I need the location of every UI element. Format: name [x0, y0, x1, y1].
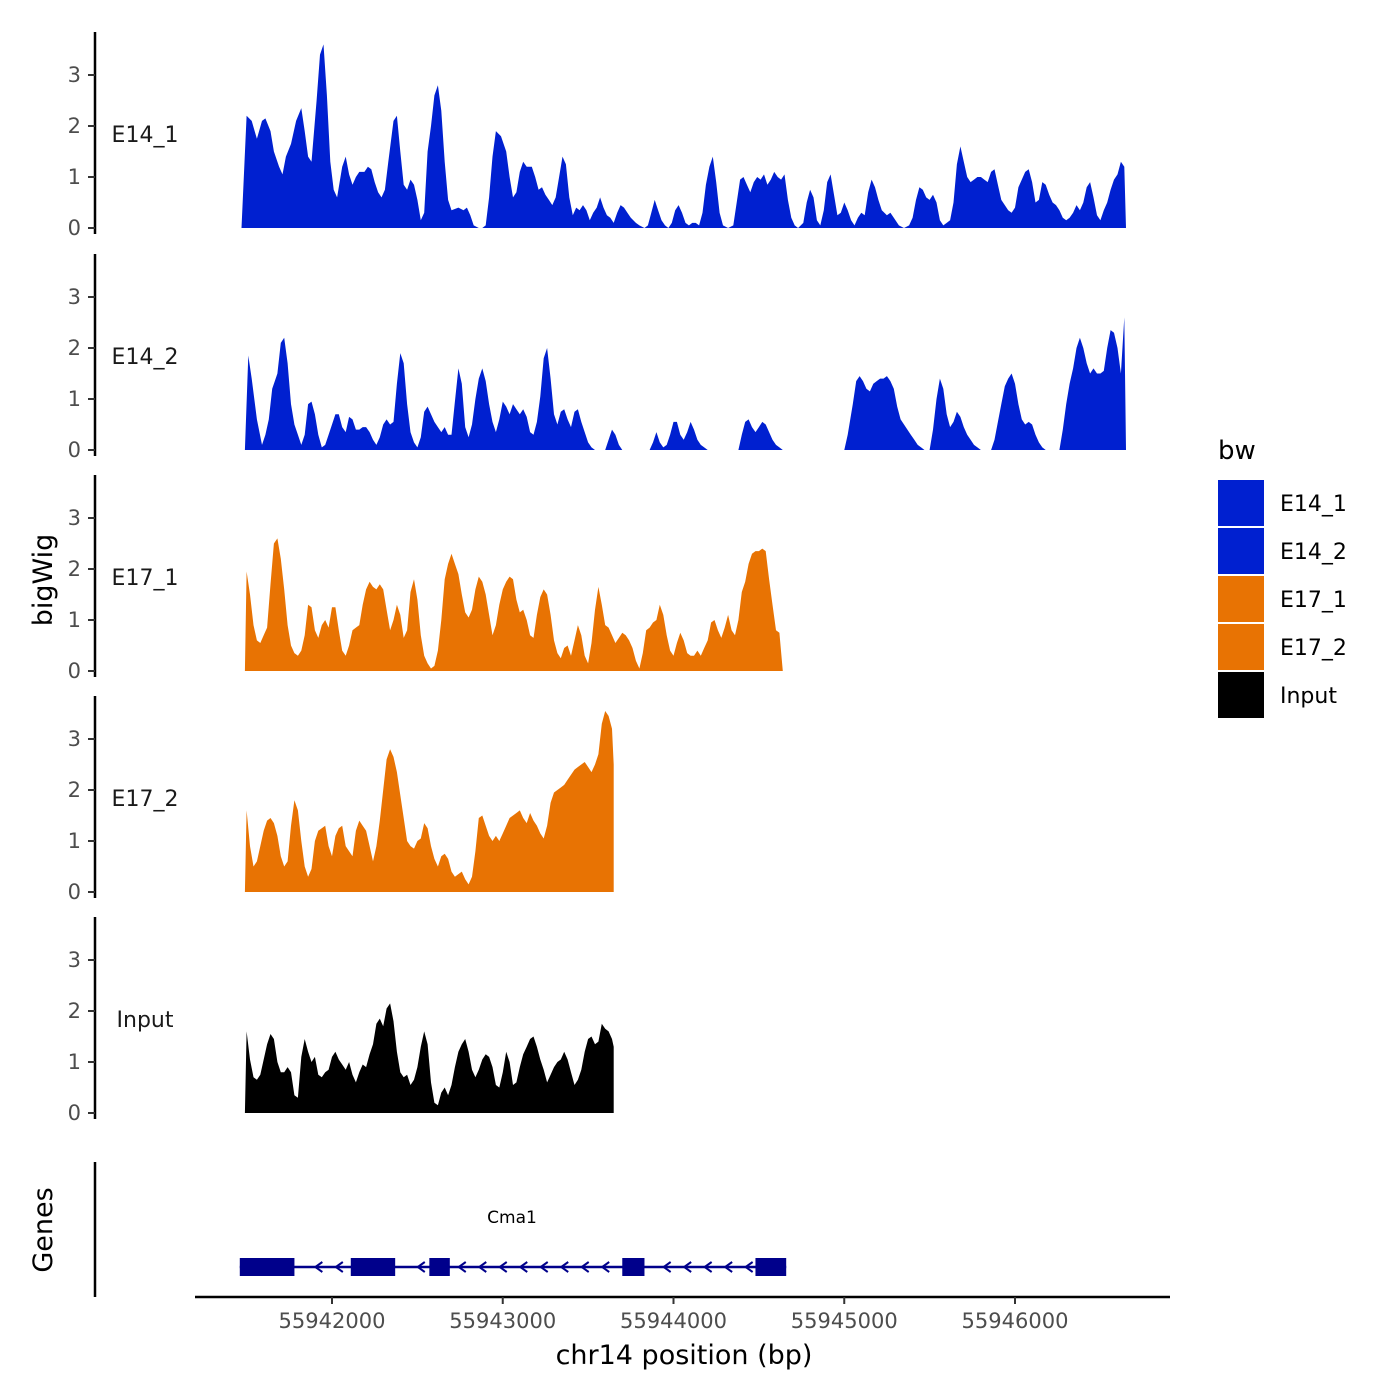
y-tick-label: 3 [68, 63, 81, 87]
legend-swatch [1218, 528, 1264, 574]
y-tick-label: 2 [68, 336, 81, 360]
coverage-area-e14-1 [241, 44, 1126, 229]
y-tick-label: 2 [68, 778, 81, 802]
legend-label: E14_1 [1280, 492, 1347, 517]
track-e17-1: 0 1 2 3 E17_1 [68, 475, 783, 683]
y-tick-label: 1 [68, 608, 81, 632]
legend-entry: E14_1 [1218, 480, 1347, 526]
legend: bw E14_1 E14_2 E17_1 E17_2 Input [1218, 436, 1347, 718]
x-axis: 55942000 55943000 55944000 55945000 55946000 [195, 1295, 1170, 1333]
coverage-area-e14-2 [244, 317, 1126, 450]
legend-label: Input [1280, 684, 1337, 709]
x-tick-label: 55945000 [791, 1309, 898, 1333]
y-tick-label: 1 [68, 1050, 81, 1074]
strand-arrow [334, 1261, 344, 1273]
x-axis-title: chr14 position (bp) [556, 1340, 813, 1371]
y-tick-label: 2 [68, 557, 81, 581]
strand-arrow [723, 1261, 733, 1273]
x-tick-label: 55944000 [620, 1309, 727, 1333]
y-tick-label: 3 [68, 948, 81, 972]
strand-arrow [477, 1261, 487, 1273]
y-axis-title: bigWig [28, 534, 59, 627]
track-e14-1: 0 1 2 3 E14_1 [68, 32, 1126, 240]
strand-arrow [498, 1261, 508, 1273]
strand-arrow [457, 1261, 467, 1273]
y-tick-label: 0 [68, 659, 81, 683]
y-tick-label: 0 [68, 1101, 81, 1125]
y-tick-label: 1 [68, 387, 81, 411]
coverage-area-e17-1 [244, 538, 783, 671]
coverage-area-e17-2 [244, 711, 614, 892]
gene-name-label: Cma1 [487, 1208, 537, 1228]
y-tick-label: 3 [68, 506, 81, 530]
legend-entry: Input [1218, 672, 1337, 718]
gene-exon [239, 1258, 295, 1276]
gene-exon [622, 1258, 645, 1276]
strand-arrow [539, 1261, 549, 1273]
x-tick-label: 55946000 [962, 1309, 1069, 1333]
y-tick-label: 0 [68, 880, 81, 904]
track-label: E14_2 [112, 345, 179, 370]
gene-exon [350, 1258, 396, 1276]
strand-arrow [579, 1261, 590, 1273]
legend-swatch [1218, 624, 1264, 670]
track-label: E14_1 [112, 123, 179, 148]
strand-arrow [313, 1261, 323, 1273]
y-tick-label: 0 [68, 438, 81, 462]
legend-entry: E17_1 [1218, 576, 1347, 622]
coverage-area-input [244, 1003, 614, 1113]
gene-track: Cma1 [93, 1162, 787, 1297]
legend-swatch [1218, 672, 1264, 718]
track-e17-2: 0 1 2 3 E17_2 [68, 696, 614, 904]
legend-label: E17_1 [1280, 588, 1347, 613]
gene-exon [755, 1258, 787, 1276]
legend-swatch [1218, 576, 1264, 622]
track-e14-2: 0 1 2 3 E14_2 [68, 254, 1126, 462]
x-tick-label: 55943000 [449, 1309, 556, 1333]
y-tick-label: 2 [68, 999, 81, 1023]
strand-arrow [682, 1261, 692, 1273]
track-label: E17_2 [112, 787, 179, 812]
track-input: 0 1 2 3 Input [68, 917, 614, 1125]
legend-title: bw [1218, 436, 1256, 466]
y-tick-label: 2 [68, 114, 81, 138]
y-tick-label: 3 [68, 727, 81, 751]
strand-arrow [743, 1261, 754, 1273]
strand-arrow [518, 1261, 528, 1273]
genes-track-title: Genes [28, 1187, 59, 1272]
y-tick-label: 1 [68, 165, 81, 189]
coverage-tracks: 0 1 2 3 E14_1 0 1 2 3 E14_2 0 1 2 3 E17_1 0 1 2 3 E17_2 0 1 2 3… [68, 32, 1126, 1125]
track-label: Input [117, 1008, 174, 1033]
strand-arrow [416, 1261, 426, 1273]
x-tick-label: 55942000 [279, 1309, 386, 1333]
legend-label: E17_2 [1280, 636, 1347, 661]
legend-entry: E14_2 [1218, 528, 1347, 574]
strand-arrow [559, 1261, 569, 1273]
strand-arrow [661, 1261, 672, 1273]
y-tick-label: 0 [68, 216, 81, 240]
strand-arrow [702, 1261, 713, 1273]
legend-entry: E17_2 [1218, 624, 1347, 670]
y-tick-label: 3 [68, 285, 81, 309]
y-tick-label: 1 [68, 829, 81, 853]
gene-exon [429, 1258, 450, 1276]
strand-arrow [600, 1261, 610, 1273]
track-label: E17_1 [112, 566, 179, 591]
legend-label: E14_2 [1280, 540, 1347, 565]
legend-swatch [1218, 480, 1264, 526]
